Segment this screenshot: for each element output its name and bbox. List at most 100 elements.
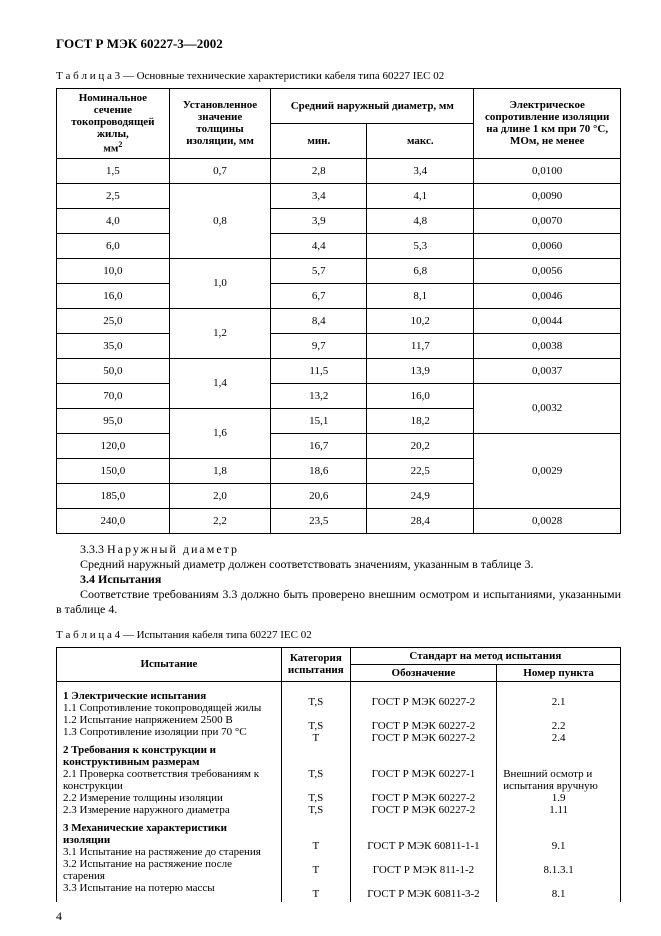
t3-h-col3: мин.	[271, 123, 367, 158]
t4-r: 2.1 Проверка соответствия требованиям к …	[63, 768, 275, 792]
t3-cell: 4,4	[271, 233, 367, 258]
table4-caption: Т а б л и ц а 4 — Испытания кабеля типа …	[56, 629, 621, 641]
t4-c: T,S	[288, 720, 344, 732]
t3-h-col5-l1: Электрическое	[509, 99, 584, 111]
t4-c: ГОСТ Р МЭК 60227-2	[357, 804, 491, 816]
t3-h-col1-l1: Номинальное сечение	[79, 92, 147, 116]
t4-c: T,S	[288, 804, 344, 816]
t3-cell: 0,0028	[474, 508, 621, 533]
t4-r: 1.1 Сопротивление токопроводящей жилы	[63, 702, 275, 714]
p333-num: 3.3.3	[80, 542, 107, 556]
t3-cell: 1,6	[169, 408, 271, 458]
t4-r: 2.3 Измерение наружного диаметра	[63, 804, 275, 816]
t4-r: 1.2 Испытание напряжением 2500 В	[63, 714, 275, 726]
t4-c: T	[288, 840, 344, 852]
table3-caption: Т а б л и ц а 3 — Основные технические х…	[56, 70, 621, 82]
t3-cell: 8,1	[367, 283, 474, 308]
t4-h-col2-l1: Категория	[290, 652, 342, 664]
t3-cell: 0,0090	[474, 183, 621, 208]
p34-text: Соответствие требованиям 3.3 должно быть…	[56, 587, 621, 617]
table3: Номинальное сечение токопроводящей жилы,…	[56, 88, 621, 534]
t3-cell: 1,5	[57, 158, 170, 183]
t3-cell: 185,0	[57, 483, 170, 508]
t4-r: 3.1 Испытание на растяжение до старения	[63, 846, 275, 858]
t3-cell: 13,2	[271, 383, 367, 408]
t3-cell: 2,8	[271, 158, 367, 183]
t3-cell: 11,7	[367, 333, 474, 358]
t4-c: 8.1	[503, 888, 614, 900]
t3-cell: 5,7	[271, 258, 367, 283]
t3-cell: 2,5	[57, 183, 170, 208]
page-number: 4	[56, 909, 62, 924]
t4-sec3: 3 Механические характеристики изоляции	[63, 822, 275, 846]
t4-sec1: 1 Электрические испытания	[63, 690, 275, 702]
t3-cell: 0,0029	[474, 433, 621, 508]
t3-cell: 5,3	[367, 233, 474, 258]
t3-cell: 1,4	[169, 358, 271, 408]
t3-cell: 0,0032	[474, 383, 621, 433]
t4-c: T,S	[288, 696, 344, 708]
t3-h-col2-l1: Установленное	[183, 99, 257, 111]
t4-h-col2-l2: испытания	[288, 664, 344, 676]
t4-sec2: 2 Требования к конструкции и конструктив…	[63, 744, 275, 768]
body-paragraphs: 3.3.3 Наружный диаметр Средний наружный …	[56, 542, 621, 617]
t4-r: 3.3 Испытание на потерю массы	[63, 882, 275, 894]
t3-cell: 18,2	[367, 408, 474, 433]
t3-cell: 16,0	[367, 383, 474, 408]
p34-title: 3.4 Испытания	[56, 572, 621, 587]
t3-cell: 16,0	[57, 283, 170, 308]
t3-cell: 6,8	[367, 258, 474, 283]
t3-cell: 150,0	[57, 458, 170, 483]
t3-cell: 16,7	[271, 433, 367, 458]
p333-text: Средний наружный диаметр должен соответс…	[56, 557, 621, 572]
t3-h-col4: макс.	[367, 123, 474, 158]
t4-c: 9.1	[503, 840, 614, 852]
t3-h-col1-l2: токопроводящей жилы,	[71, 116, 154, 140]
t3-cell: 1,8	[169, 458, 271, 483]
t3-cell: 120,0	[57, 433, 170, 458]
t3-cell: 15,1	[271, 408, 367, 433]
t3-cell: 18,6	[271, 458, 367, 483]
t3-h-col34: Средний наружный диаметр, мм	[271, 89, 474, 124]
t3-cell: 0,0070	[474, 208, 621, 233]
t3-cell: 2,2	[169, 508, 271, 533]
t3-cell: 1,0	[169, 258, 271, 308]
t3-cell: 0,0038	[474, 333, 621, 358]
t3-cell: 0,0046	[474, 283, 621, 308]
t4-r: 2.2 Измерение толщины изоляции	[63, 792, 275, 804]
t3-cell: 20,2	[367, 433, 474, 458]
t4-c: 2.4	[503, 732, 614, 744]
t3-cell: 6,7	[271, 283, 367, 308]
t3-h-col5-l3: на длине 1 км при 70 °С,	[486, 123, 608, 135]
t3-cell: 10,0	[57, 258, 170, 283]
t4-c: T	[288, 864, 344, 876]
t3-cell: 0,8	[169, 183, 271, 258]
t4-c: T	[288, 732, 344, 744]
t4-c: ГОСТ Р МЭК 60227-2	[357, 732, 491, 744]
doc-standard-title: ГОСТ Р МЭК 60227-3—2002	[56, 36, 621, 52]
t3-cell: 0,0044	[474, 308, 621, 333]
t3-cell: 0,7	[169, 158, 271, 183]
t3-cell: 3,4	[271, 183, 367, 208]
t3-cell: 0,0100	[474, 158, 621, 183]
t3-cell: 6,0	[57, 233, 170, 258]
t3-cell: 0,0037	[474, 358, 621, 383]
t4-c: 2.1	[503, 696, 614, 708]
t4-c: ГОСТ Р МЭК 811-1-2	[357, 864, 491, 876]
t3-cell: 13,9	[367, 358, 474, 383]
t4-r: 1.3 Сопротивление изоляции при 70 °С	[63, 726, 275, 738]
t3-h-col5-l4: МОм, не менее	[510, 135, 584, 147]
t3-cell: 9,7	[271, 333, 367, 358]
t3-cell: 70,0	[57, 383, 170, 408]
t3-cell: 3,4	[367, 158, 474, 183]
t3-cell: 35,0	[57, 333, 170, 358]
t3-cell: 20,6	[271, 483, 367, 508]
t4-c: 2.2	[503, 720, 614, 732]
t3-cell: 8,4	[271, 308, 367, 333]
t3-h-col1-l3: мм	[103, 143, 118, 155]
p333-title: Наружный диаметр	[107, 542, 239, 556]
t3-h-col2-l3: изоляции, мм	[186, 135, 254, 147]
t3-cell: 22,5	[367, 458, 474, 483]
t4-c: 1.9	[503, 792, 614, 804]
t4-c: Внешний осмотр и испытания вручную	[503, 768, 614, 792]
